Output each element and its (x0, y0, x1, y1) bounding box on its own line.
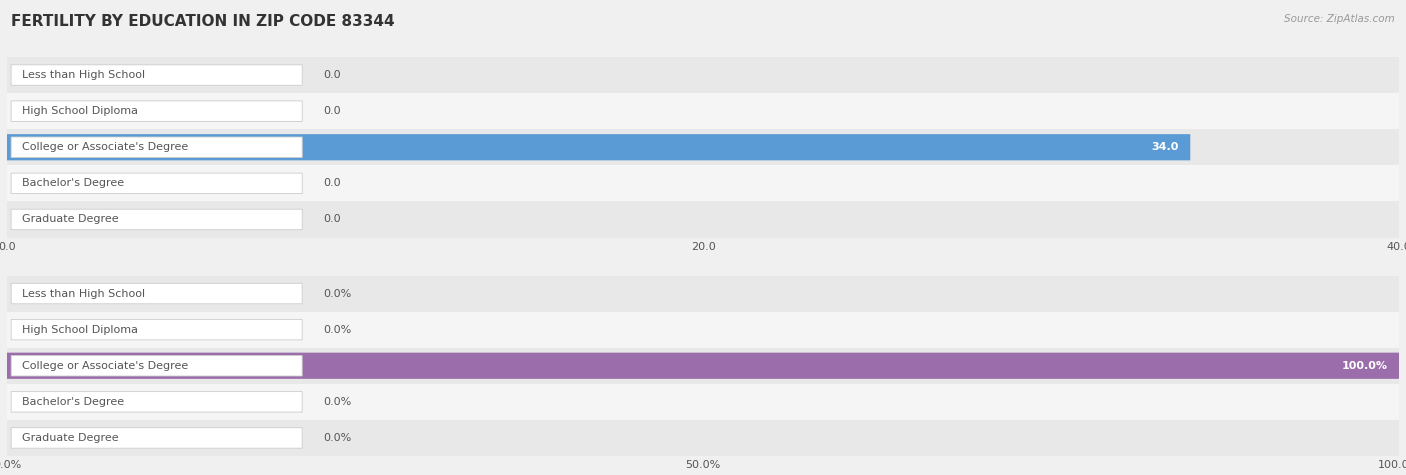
Text: Bachelor's Degree: Bachelor's Degree (22, 397, 125, 407)
Text: 0.0%: 0.0% (323, 397, 352, 407)
Bar (7, 276, 1399, 312)
FancyBboxPatch shape (11, 173, 302, 194)
Bar (7, 57, 1399, 93)
Text: Graduate Degree: Graduate Degree (22, 214, 120, 225)
Text: 0.0: 0.0 (323, 178, 340, 189)
Text: Less than High School: Less than High School (22, 288, 145, 299)
FancyBboxPatch shape (11, 391, 302, 412)
Text: 0.0: 0.0 (323, 70, 340, 80)
FancyBboxPatch shape (11, 101, 302, 122)
Text: FERTILITY BY EDUCATION IN ZIP CODE 83344: FERTILITY BY EDUCATION IN ZIP CODE 83344 (11, 14, 395, 29)
FancyBboxPatch shape (11, 209, 302, 230)
Bar (7, 420, 1399, 456)
Text: College or Associate's Degree: College or Associate's Degree (22, 361, 188, 371)
Bar (7, 384, 1399, 420)
Text: College or Associate's Degree: College or Associate's Degree (22, 142, 188, 152)
FancyBboxPatch shape (11, 283, 302, 304)
FancyBboxPatch shape (11, 319, 302, 340)
FancyBboxPatch shape (7, 134, 1191, 161)
Text: Source: ZipAtlas.com: Source: ZipAtlas.com (1284, 14, 1395, 24)
Text: 0.0%: 0.0% (323, 324, 352, 335)
Text: 0.0: 0.0 (323, 106, 340, 116)
Bar (7, 165, 1399, 201)
Text: 34.0: 34.0 (1152, 142, 1180, 152)
FancyBboxPatch shape (11, 137, 302, 158)
Bar (7, 348, 1399, 384)
FancyBboxPatch shape (11, 355, 302, 376)
Text: Less than High School: Less than High School (22, 70, 145, 80)
Bar (7, 201, 1399, 238)
Text: Graduate Degree: Graduate Degree (22, 433, 120, 443)
Text: 0.0%: 0.0% (323, 288, 352, 299)
Bar (7, 93, 1399, 129)
Text: High School Diploma: High School Diploma (22, 106, 138, 116)
Text: 0.0: 0.0 (323, 214, 340, 225)
Text: High School Diploma: High School Diploma (22, 324, 138, 335)
Text: Bachelor's Degree: Bachelor's Degree (22, 178, 125, 189)
Bar (7, 312, 1399, 348)
FancyBboxPatch shape (11, 428, 302, 448)
Text: 0.0%: 0.0% (323, 433, 352, 443)
Text: 100.0%: 100.0% (1341, 361, 1388, 371)
FancyBboxPatch shape (11, 65, 302, 86)
FancyBboxPatch shape (7, 352, 1399, 379)
Bar (7, 129, 1399, 165)
